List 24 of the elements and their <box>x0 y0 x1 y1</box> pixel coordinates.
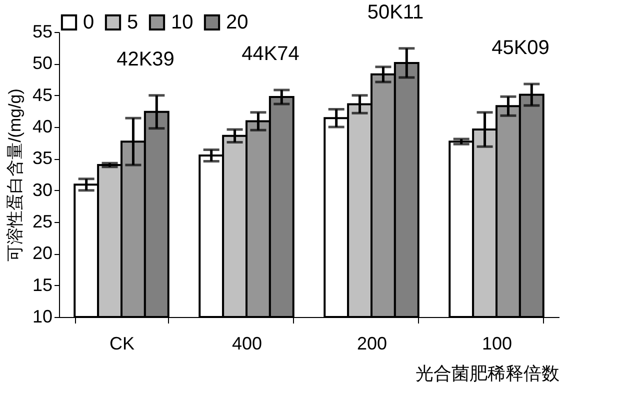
y-tick-label: 30 <box>32 180 52 200</box>
x-tick-label: CK <box>109 334 135 354</box>
y-tick-label: 45 <box>32 84 52 105</box>
legend-label: 5 <box>127 11 138 34</box>
y-tick-label: 50 <box>32 53 52 74</box>
x-tick-label: 100 <box>482 334 512 354</box>
annotation: 45K09 <box>492 36 550 59</box>
y-tick-label: 55 <box>32 22 52 42</box>
y-tick-label: 20 <box>32 243 52 264</box>
annotation: 44K74 <box>242 43 300 66</box>
x-tick-label: 200 <box>356 334 388 354</box>
x-tick-label: 400 <box>232 334 262 354</box>
y-tick-label: 10 <box>32 306 52 326</box>
y-axis-title: 可溶性蛋白含量/(mg/g) <box>5 88 24 262</box>
text: 50K11 <box>367 1 424 24</box>
annotation: 42K39 <box>116 48 174 70</box>
legend-label: 20 <box>226 11 248 34</box>
y-tick-label: 15 <box>32 274 52 295</box>
legend-label: 0 <box>83 11 94 34</box>
y-tick-label: 40 <box>32 116 52 136</box>
y-tick-label: 35 <box>32 148 52 168</box>
legend-label: 10 <box>171 11 194 34</box>
x-axis-title: 光合菌肥稀释倍数 <box>416 364 560 384</box>
y-tick-label: 25 <box>32 212 52 232</box>
